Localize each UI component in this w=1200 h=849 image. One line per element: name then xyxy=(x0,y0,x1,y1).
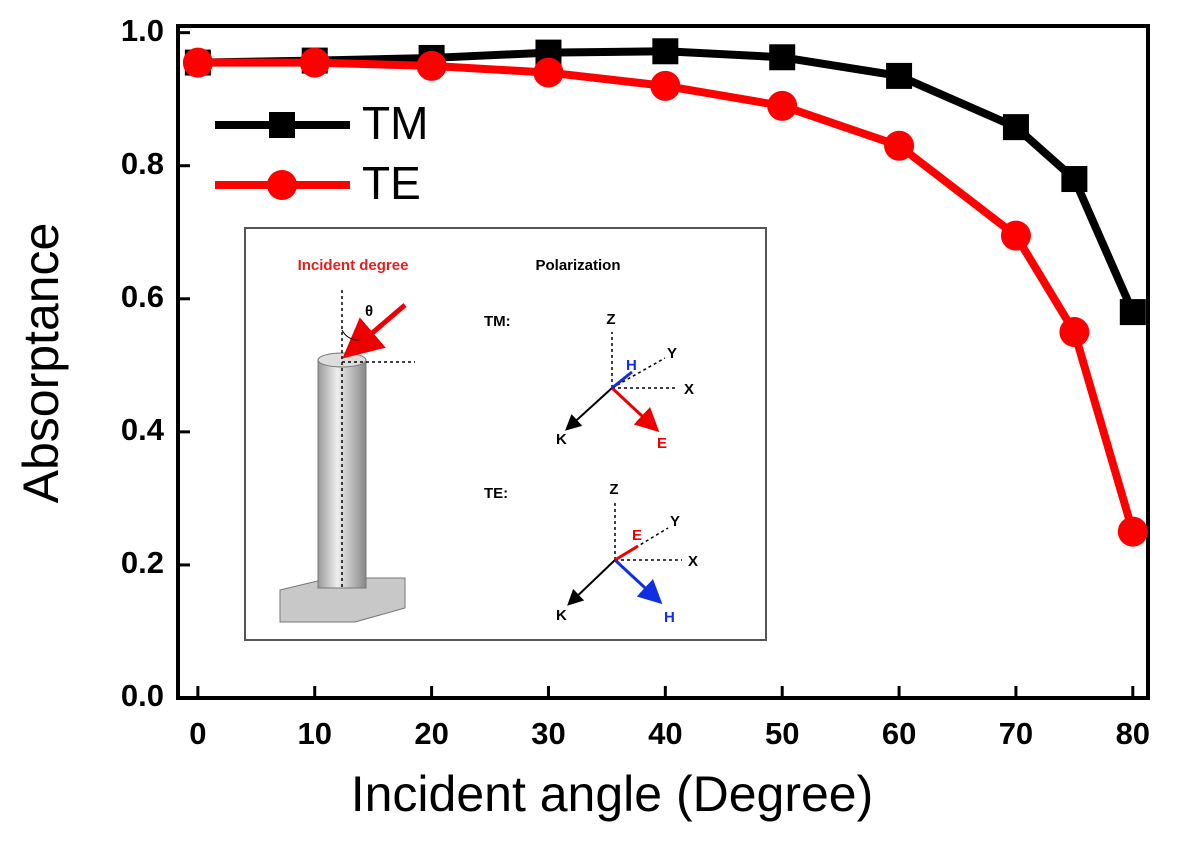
theta-label: θ xyxy=(365,303,373,320)
y-tick-label: 1.0 xyxy=(121,13,164,48)
y-tick-label: 0.2 xyxy=(121,545,164,580)
marker xyxy=(182,47,213,78)
te-label: TE: xyxy=(484,485,508,502)
axis-label: X xyxy=(684,381,694,398)
axis xyxy=(611,357,666,389)
axis xyxy=(614,527,669,561)
legend-label: TE xyxy=(362,157,421,209)
e-label: E xyxy=(657,435,667,452)
x-axis-title: Incident angle (Degree) xyxy=(351,766,874,822)
axis-label: Y xyxy=(670,513,680,530)
axis-label: K xyxy=(556,431,567,448)
axis-label: K xyxy=(556,607,567,624)
h-arrow xyxy=(611,370,633,390)
incident-arrow xyxy=(342,303,407,359)
e-arrow xyxy=(614,544,639,562)
x-tick-label: 30 xyxy=(531,716,565,751)
axis-label: Z xyxy=(609,481,618,498)
axis-label: X xyxy=(688,553,698,570)
marker xyxy=(1117,516,1148,547)
theta-arc xyxy=(341,329,361,341)
axis-label: Z xyxy=(606,311,615,328)
marker xyxy=(652,38,679,65)
k-arrow xyxy=(565,387,613,431)
series-line xyxy=(197,47,1137,314)
marker xyxy=(1061,166,1088,193)
marker xyxy=(533,57,564,88)
inset: Incident degree Polarization θ TM: Z Y X… xyxy=(244,227,767,641)
x-tick-label: 10 xyxy=(297,716,331,751)
marker xyxy=(767,90,798,121)
legend-marker xyxy=(267,170,297,200)
series-line xyxy=(197,58,1137,533)
inset-label: Polarization xyxy=(535,257,620,274)
tm-label: TM: xyxy=(484,313,511,330)
h-label: H xyxy=(664,609,675,626)
marker xyxy=(299,47,330,78)
x-tick-label: 20 xyxy=(414,716,448,751)
e-arrow xyxy=(610,386,660,433)
e-label: E xyxy=(632,527,642,544)
y-tick-label: 0.0 xyxy=(121,678,164,713)
marker xyxy=(1000,220,1031,251)
y-tick-label: 0.6 xyxy=(121,279,164,314)
y-axis-title: Absorptance xyxy=(13,223,69,504)
y-tick-label: 0.8 xyxy=(121,146,164,181)
marker xyxy=(884,130,915,161)
x-tick-label: 70 xyxy=(999,716,1033,751)
marker xyxy=(1002,114,1029,141)
x-tick-label: 40 xyxy=(648,716,682,751)
marker xyxy=(416,50,447,81)
legend-marker xyxy=(269,112,295,138)
marker xyxy=(886,62,913,89)
marker xyxy=(1059,317,1090,348)
marker xyxy=(1119,299,1146,326)
y-tick-label: 0.4 xyxy=(121,412,165,447)
k-arrow xyxy=(567,559,616,606)
x-tick-label: 80 xyxy=(1116,716,1150,751)
marker xyxy=(650,70,681,101)
h-arrow xyxy=(613,558,663,605)
axis-label: Y xyxy=(667,345,677,362)
x-tick-label: 50 xyxy=(765,716,799,751)
x-tick-label: 0 xyxy=(189,716,206,751)
plot-frame xyxy=(176,24,1150,700)
legend-label: TM xyxy=(362,97,428,149)
x-tick-label: 60 xyxy=(882,716,916,751)
h-label: H xyxy=(626,357,637,374)
marker xyxy=(769,44,796,71)
inset-label: Incident degree xyxy=(298,257,409,274)
